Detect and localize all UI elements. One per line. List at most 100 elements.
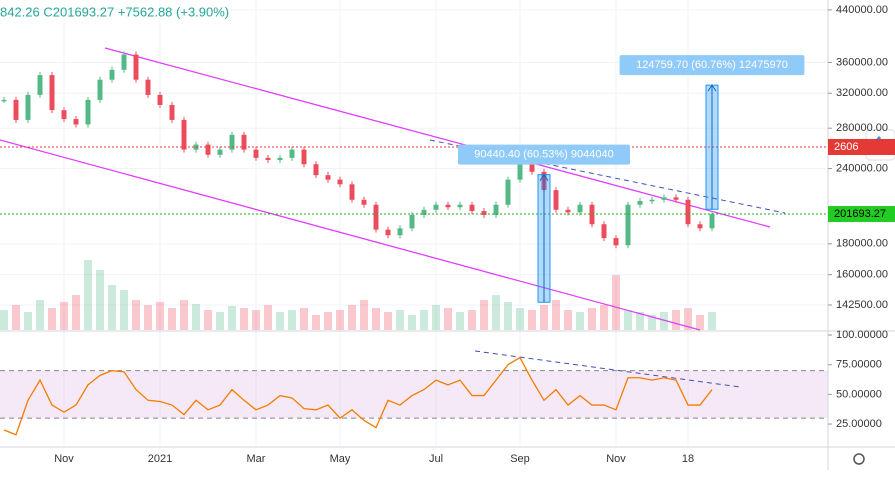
volume-bar: [564, 310, 572, 330]
y-tick-label: 320000.00: [836, 87, 888, 99]
x-tick-label: Nov: [54, 453, 74, 465]
volume-bar: [288, 310, 296, 330]
x-tick-label: Sep: [510, 453, 530, 465]
volume-bar: [444, 308, 452, 330]
candle-body: [553, 190, 559, 210]
volume-bar: [192, 304, 200, 330]
volume-bar: [648, 315, 656, 330]
volume-bar: [588, 308, 596, 330]
volume-bar: [240, 308, 248, 330]
volume-bar: [576, 312, 584, 330]
volume-bar: [672, 310, 680, 330]
volume-bar: [24, 312, 32, 330]
candle-body: [337, 179, 343, 185]
measure-arrow-head: [707, 84, 717, 92]
candle-body: [625, 204, 631, 246]
volume-bar: [480, 300, 488, 330]
volume-bar: [96, 270, 104, 330]
volume-bar: [0, 310, 8, 330]
candle-body: [61, 110, 67, 120]
y-tick-label: 280000.00: [836, 122, 888, 134]
candle-body: [349, 184, 355, 200]
candle-body: [253, 149, 259, 158]
trend-dashed: [429, 139, 786, 214]
settings-icon[interactable]: [853, 453, 865, 465]
volume-bar: [420, 310, 428, 330]
candle-body: [493, 204, 499, 215]
y-tick-label: 180000.00: [836, 238, 888, 250]
volume-bar: [600, 305, 608, 330]
y-tick-label: 160000.00: [836, 269, 888, 281]
candle-body: [685, 199, 691, 225]
candle-body: [145, 79, 151, 95]
volume-bar: [528, 310, 536, 330]
candle-body: [157, 94, 163, 105]
measure-label-box: [458, 144, 630, 165]
current-price-label: 201693.27: [834, 208, 886, 220]
volume-bar: [396, 310, 404, 330]
volume-bar: [636, 312, 644, 330]
volume-bar: [84, 260, 92, 330]
volume-bar: [300, 308, 308, 330]
rsi-line: [3, 356, 713, 436]
candle-body: [481, 211, 487, 215]
candle-body: [697, 224, 703, 229]
candle-body: [409, 214, 415, 229]
candle-body: [13, 99, 19, 120]
rsi-tick-label: 100.00000: [836, 329, 888, 341]
volume-bar: [264, 305, 272, 330]
candle-body: [265, 157, 271, 160]
y-tick-label: 440000.00: [836, 4, 888, 16]
candle-body: [649, 199, 655, 202]
candle-body: [373, 204, 379, 230]
candle-body: [505, 179, 511, 205]
grid: [0, 0, 828, 446]
candle-body: [709, 214, 715, 229]
candle-body: [1, 99, 7, 102]
candle-body: [457, 204, 463, 208]
candle-body: [205, 144, 211, 155]
volume-bar: [612, 275, 620, 330]
candle-body: [97, 79, 103, 100]
candle-body: [121, 54, 127, 70]
volume-bar: [180, 300, 188, 330]
candle-body: [181, 119, 187, 150]
volume-bar: [516, 308, 524, 330]
volume-bar: [132, 300, 140, 330]
volume-bar: [168, 308, 176, 330]
volume-bar: [468, 310, 476, 330]
volume-bar: [504, 302, 512, 330]
candle-body: [229, 134, 235, 150]
volume-bar: [12, 305, 20, 330]
channel-upper: [104, 47, 771, 228]
candle-body: [433, 204, 439, 210]
volume-bar: [48, 308, 56, 330]
y-tick-label: 240000.00: [836, 162, 888, 174]
candle-body: [241, 134, 247, 150]
volume-bar: [456, 312, 464, 330]
gear[interactable]: [853, 453, 865, 465]
x-tick-label: Jul: [429, 453, 443, 465]
volume-pane: [0, 260, 716, 330]
y-tick-label: 142500.00: [836, 299, 888, 311]
candle-body: [25, 94, 31, 120]
candle-body: [445, 204, 451, 208]
measure-label: 90440.40 (60.53%) 9044040: [474, 149, 613, 161]
volume-bar: [432, 305, 440, 330]
candle-body: [325, 175, 331, 180]
candle-body: [49, 75, 55, 111]
candle-body: [385, 229, 391, 236]
candle-body: [133, 54, 139, 80]
candle-body: [613, 238, 619, 246]
candle-body: [37, 75, 43, 95]
volume-bar: [372, 308, 380, 330]
volume-bar: [60, 302, 68, 330]
candle-body: [517, 164, 523, 180]
channel-lower: [0, 139, 701, 331]
volume-bar: [228, 306, 236, 330]
volume-bar: [144, 305, 152, 330]
price-level-label: 2606: [834, 141, 858, 153]
volume-bar: [36, 300, 44, 330]
volume-bar: [408, 315, 416, 330]
